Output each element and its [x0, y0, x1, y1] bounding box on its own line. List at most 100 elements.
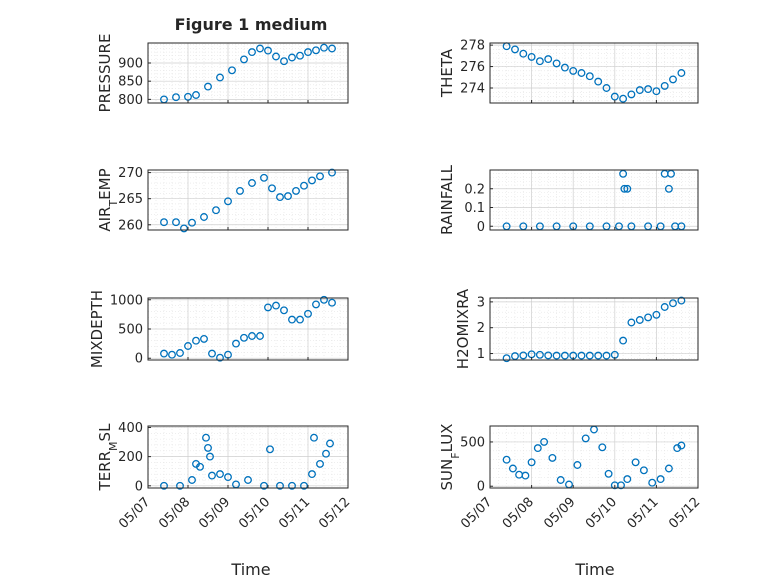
data-point: [602, 84, 611, 92]
data-point: [200, 334, 208, 343]
y-tick-label: 3: [477, 295, 485, 310]
data-point: [240, 333, 248, 342]
data-point: [240, 55, 248, 64]
data-point: [328, 168, 336, 177]
data-point: [635, 316, 644, 324]
data-point: [644, 313, 653, 322]
data-point: [202, 433, 210, 442]
data-point: [192, 336, 200, 345]
data-point: [236, 186, 244, 195]
x-tick-label: 05/10: [583, 495, 620, 532]
data-point: [648, 478, 657, 487]
data-point: [664, 464, 673, 473]
data-point: [208, 471, 216, 480]
data-point: [594, 77, 603, 86]
data-point: [328, 44, 336, 53]
data-point: [544, 351, 553, 360]
axes-background: [490, 43, 698, 103]
data-point: [216, 353, 224, 362]
data-point: [212, 206, 220, 215]
data-point: [296, 51, 304, 60]
data-point: [535, 350, 544, 359]
data-point: [204, 443, 212, 452]
data-point: [677, 441, 686, 450]
data-point: [310, 433, 318, 442]
data-point: [260, 173, 268, 182]
axes-box: [147, 42, 349, 104]
data-point: [569, 66, 578, 75]
data-point: [260, 481, 268, 490]
y-tick-label: 0: [135, 479, 143, 494]
y-tick-label: 500: [118, 323, 143, 338]
data-point: [292, 186, 300, 195]
figure-title: Figure 1 medium: [175, 15, 328, 34]
data-point: [594, 351, 603, 360]
data-point: [544, 55, 553, 64]
data-point: [284, 192, 292, 201]
data-point: [248, 179, 256, 187]
y-tick-label: 0: [135, 352, 143, 367]
data-point: [577, 69, 586, 77]
data-point: [304, 48, 312, 57]
y-tick-label: 0: [477, 480, 485, 495]
x-tick-label: 05/08: [156, 495, 193, 532]
y-axis-label: PRESSURE: [96, 34, 114, 113]
x-tick-label: 05/11: [625, 495, 662, 532]
x-tick-label: 05/12: [316, 495, 353, 532]
axes-background: [490, 170, 698, 230]
data-point: [508, 464, 517, 473]
data-point: [176, 481, 184, 490]
data-point: [172, 93, 180, 102]
data-point: [224, 197, 232, 206]
y-tick-label: 276: [460, 60, 485, 75]
data-point: [585, 351, 594, 360]
y-axis-label: RAINFALL: [438, 164, 456, 235]
data-point: [540, 437, 549, 446]
data-point: [228, 66, 236, 75]
data-point: [288, 53, 296, 62]
data-point: [280, 57, 288, 66]
data-point: [160, 218, 168, 227]
data-point: [602, 351, 611, 360]
data-point: [577, 351, 586, 360]
data-point: [184, 342, 192, 350]
data-point: [533, 444, 542, 453]
data-point: [266, 445, 274, 454]
y-axis-label: MIXDEPTH: [88, 290, 106, 368]
y-tick-label: 850: [118, 75, 143, 90]
data-point: [652, 310, 661, 319]
data-point: [248, 332, 256, 340]
axes-box: [489, 169, 699, 231]
data-point: [677, 296, 686, 305]
data-point: [172, 218, 180, 227]
data-point: [627, 90, 636, 99]
data-point: [560, 351, 569, 360]
data-point: [519, 351, 528, 360]
x-tick-label: 05/10: [236, 495, 273, 532]
y-tick-label: 1: [477, 347, 485, 362]
data-point: [264, 303, 272, 312]
x-tick-label: 05/11: [276, 495, 313, 532]
data-point: [280, 306, 288, 315]
data-point: [288, 315, 296, 324]
data-point: [573, 461, 582, 469]
x-tick-label: 05/09: [196, 495, 233, 532]
y-axis-label: SUNFLUX: [438, 424, 462, 491]
x-axis-label-right: Time: [574, 560, 614, 579]
data-point: [232, 339, 240, 348]
data-point: [308, 176, 316, 185]
data-point: [552, 351, 561, 360]
data-point: [320, 43, 328, 52]
data-point: [519, 49, 528, 58]
data-point: [272, 301, 280, 310]
data-point: [300, 481, 308, 490]
data-point: [527, 458, 536, 467]
data-point: [585, 72, 594, 81]
y-tick-label: 400: [118, 421, 143, 436]
data-point: [216, 73, 224, 82]
data-point: [300, 181, 308, 190]
